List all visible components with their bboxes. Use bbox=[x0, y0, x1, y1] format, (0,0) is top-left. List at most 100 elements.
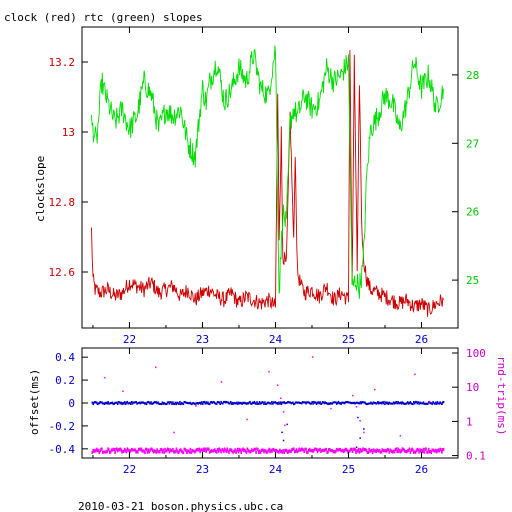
offset-point bbox=[118, 401, 121, 404]
offset-point bbox=[129, 401, 131, 404]
roundtrip-point bbox=[140, 447, 143, 451]
top-plot-area bbox=[91, 45, 444, 317]
roundtrip-point bbox=[171, 449, 173, 453]
roundtrip-point bbox=[130, 447, 133, 451]
offset-point bbox=[277, 403, 279, 406]
roundtrip-point bbox=[101, 447, 103, 451]
offset-point bbox=[145, 403, 148, 406]
offset-point bbox=[109, 402, 112, 404]
roundtrip-point bbox=[251, 448, 254, 452]
offset-point bbox=[166, 403, 168, 406]
offset-point bbox=[351, 401, 354, 404]
roundtrip-point bbox=[133, 448, 136, 452]
offset-point bbox=[222, 400, 225, 403]
offset-point bbox=[315, 403, 318, 406]
roundtrip-point bbox=[392, 450, 394, 454]
bottom-axes: 22 23 24 25 26 -0.4 -0.2 0 0.2 0.4 0.1 1 10 100 bbox=[49, 347, 486, 476]
roundtrip-point bbox=[442, 447, 445, 451]
roundtrip-outlier-point bbox=[155, 366, 157, 369]
roundtrip-point bbox=[308, 447, 311, 451]
roundtrip-point bbox=[377, 449, 379, 452]
roundtrip-point bbox=[259, 450, 262, 454]
roundtrip-outlier-point bbox=[399, 435, 402, 437]
roundtrip-point bbox=[145, 448, 148, 452]
offset-point bbox=[392, 401, 395, 404]
offset-point bbox=[314, 401, 316, 404]
roundtrip-point bbox=[150, 447, 152, 451]
roundtrip-point bbox=[312, 449, 314, 453]
roundtrip-point bbox=[187, 449, 189, 453]
top-x-tick-label: 24 bbox=[269, 333, 283, 346]
roundtrip-point bbox=[146, 450, 149, 454]
offset-point bbox=[313, 400, 315, 403]
offset-point bbox=[172, 401, 174, 404]
roundtrip-point bbox=[279, 449, 281, 452]
top-y-axis-label: clockslope bbox=[34, 156, 47, 222]
offset-point bbox=[362, 401, 364, 404]
offset-point bbox=[229, 401, 232, 403]
offset-point bbox=[387, 403, 390, 405]
offset-point bbox=[334, 401, 336, 404]
roundtrip-point bbox=[375, 450, 377, 454]
roundtrip-point bbox=[219, 448, 221, 452]
offset-point bbox=[368, 402, 370, 405]
offset-point bbox=[298, 401, 300, 404]
roundtrip-point bbox=[205, 449, 207, 453]
roundtrip-point bbox=[117, 448, 120, 452]
offset-point bbox=[200, 402, 202, 405]
roundtrip-point bbox=[199, 450, 201, 454]
roundtrip-point bbox=[128, 449, 130, 453]
roundtrip-point bbox=[385, 449, 387, 453]
offset-point bbox=[139, 402, 142, 405]
offset-point bbox=[427, 401, 430, 404]
roundtrip-point bbox=[283, 451, 285, 454]
offset-point bbox=[194, 402, 196, 405]
offset-point bbox=[257, 403, 259, 405]
offset-point bbox=[235, 402, 237, 405]
roundtrip-point bbox=[296, 450, 299, 454]
offset-point bbox=[378, 402, 380, 405]
offset-point bbox=[119, 402, 122, 405]
offset-point bbox=[160, 403, 163, 406]
roundtrip-point bbox=[131, 448, 134, 452]
offset-point bbox=[210, 401, 213, 403]
roundtrip-point bbox=[348, 449, 350, 453]
roundtrip-point bbox=[357, 449, 359, 453]
top-x-tick-label: 26 bbox=[415, 333, 428, 346]
offset-point bbox=[244, 402, 247, 405]
roundtrip-point bbox=[286, 449, 288, 453]
roundtrip-point bbox=[300, 448, 302, 452]
roundtrip-point bbox=[236, 449, 238, 453]
offset-point bbox=[112, 402, 115, 405]
roundtrip-point bbox=[388, 450, 391, 454]
roundtrip-point bbox=[162, 448, 165, 452]
offset-point bbox=[412, 403, 414, 406]
roundtrip-point bbox=[386, 447, 389, 451]
offset-point bbox=[373, 401, 376, 404]
offset-point bbox=[355, 401, 357, 404]
offset-point bbox=[211, 401, 214, 404]
roundtrip-point bbox=[322, 448, 325, 452]
roundtrip-outlier-point bbox=[284, 424, 286, 427]
offset-point bbox=[305, 402, 307, 405]
offset-point bbox=[337, 400, 340, 403]
roundtrip-point bbox=[200, 448, 202, 452]
roundtrip-point bbox=[207, 447, 209, 451]
roundtrip-point bbox=[134, 448, 136, 452]
roundtrip-point bbox=[418, 450, 420, 454]
roundtrip-point bbox=[238, 447, 241, 451]
roundtrip-point bbox=[396, 450, 398, 453]
roundtrip-point bbox=[262, 448, 264, 452]
roundtrip-point bbox=[361, 449, 363, 453]
offset-point bbox=[434, 402, 436, 405]
roundtrip-point bbox=[280, 449, 283, 453]
roundtrip-point bbox=[233, 449, 235, 453]
roundtrip-point bbox=[405, 450, 407, 453]
offset-point bbox=[216, 401, 219, 403]
offset-point bbox=[404, 402, 406, 405]
roundtrip-point bbox=[250, 448, 253, 452]
roundtrip-point bbox=[331, 448, 334, 452]
offset-point bbox=[189, 401, 192, 404]
offset-point bbox=[157, 401, 159, 404]
roundtrip-point bbox=[292, 447, 294, 451]
